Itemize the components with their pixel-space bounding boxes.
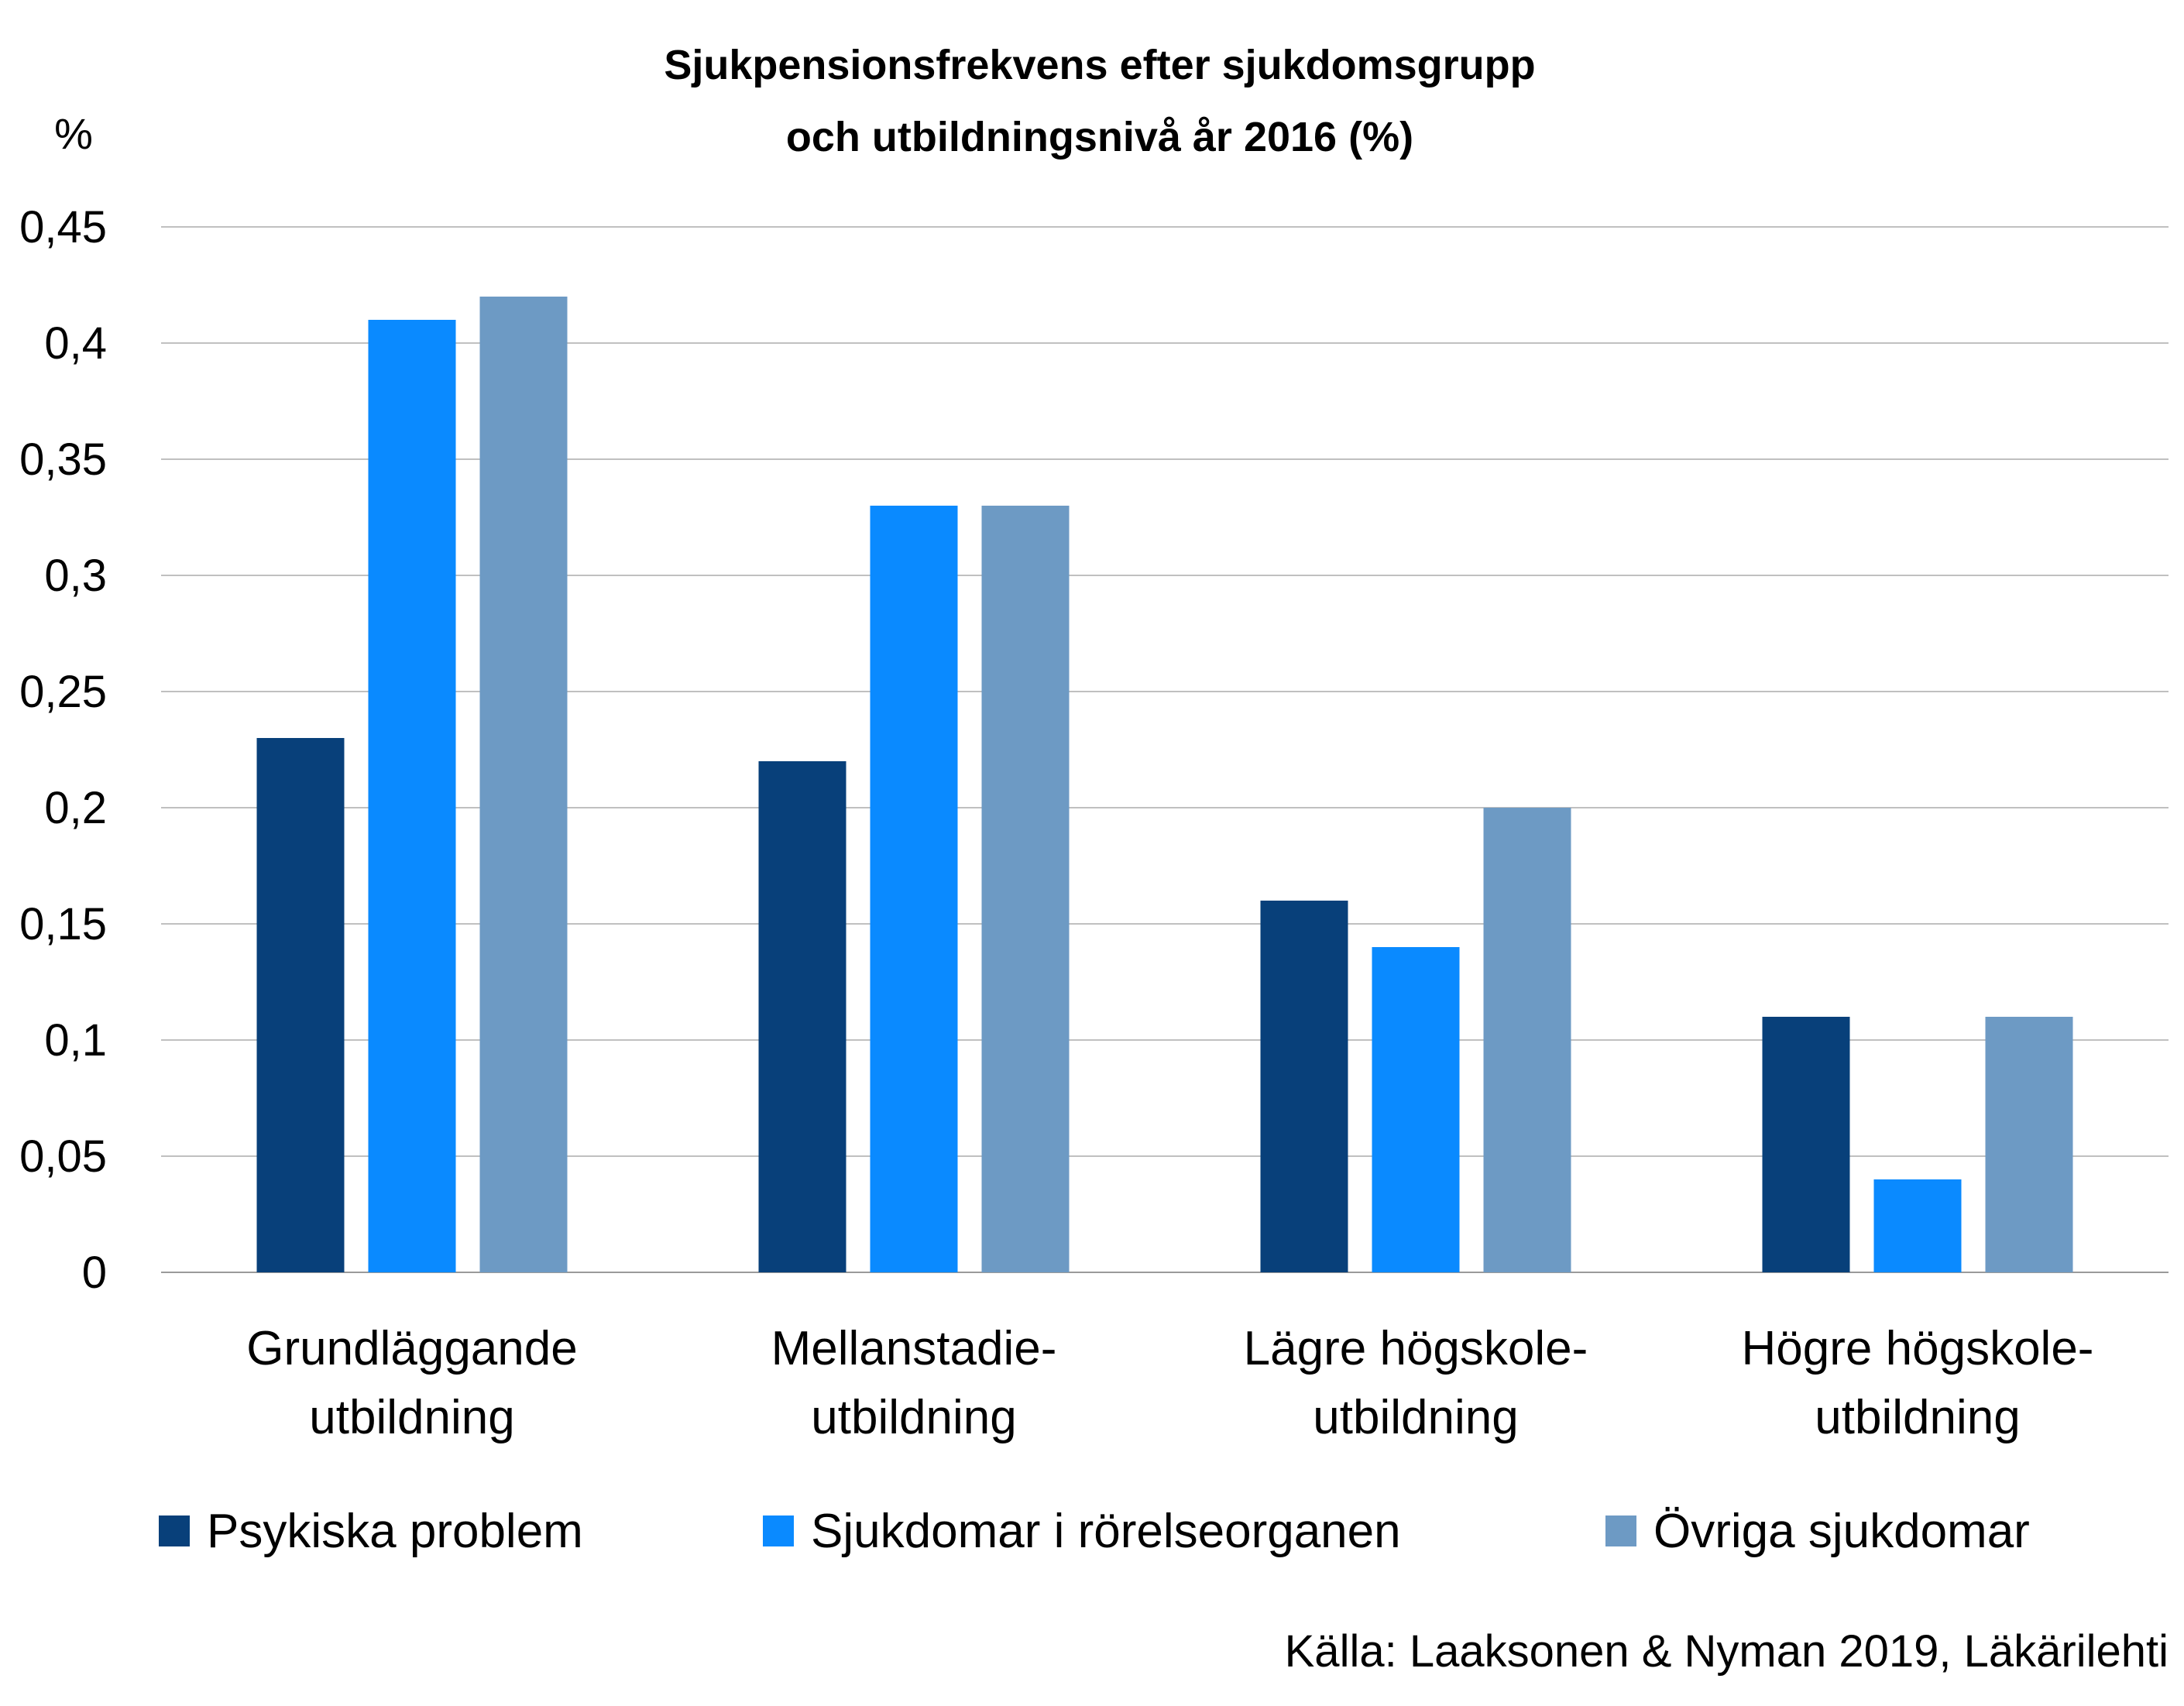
- y-axis-label: %: [54, 109, 93, 158]
- y-tick-label: 0,35: [19, 434, 107, 485]
- bar-sjukdomar-i-r-relseorganen-3: [1873, 1179, 1962, 1272]
- bar--vriga-sjukdomar-1: [981, 506, 1070, 1272]
- legend-swatch: [763, 1515, 794, 1546]
- y-tick-label: 0,15: [19, 899, 107, 949]
- category-label: utbildning: [1815, 1391, 2020, 1444]
- y-tick-label: 0,4: [44, 318, 107, 369]
- y-tick-labels: 0 0,05 0,1 0,15 0,2 0,25 0,3 0,35 0,4 0,45: [19, 202, 107, 1298]
- bar--vriga-sjukdomar-3: [1985, 1017, 2073, 1272]
- bar-sjukdomar-i-r-relseorganen-2: [1372, 947, 1460, 1272]
- chart-title-line-1: Sjukpensionsfrekvens efter sjukdomsgrupp: [664, 42, 1535, 88]
- legend-label: Psykiska problem: [207, 1505, 583, 1558]
- category-label: Lägre högskole-: [1244, 1322, 1588, 1375]
- bars: [256, 297, 2073, 1272]
- y-tick-label: 0,3: [44, 551, 107, 601]
- gridlines: [161, 226, 2169, 1273]
- y-tick-label: 0,25: [19, 667, 107, 717]
- category-label: utbildning: [1313, 1391, 1518, 1444]
- legend-swatch: [1605, 1515, 1636, 1546]
- legend-label: Övriga sjukdomar: [1653, 1505, 2030, 1558]
- bar--vriga-sjukdomar-0: [479, 297, 568, 1272]
- category-labels: Grundläggande utbildning Mellanstadie-utbi…: [246, 1322, 2093, 1444]
- y-tick-label: 0,1: [44, 1015, 107, 1066]
- y-tick-label: 0,2: [44, 783, 107, 833]
- y-tick-label: 0,45: [19, 202, 107, 252]
- bar-psykiska-problem-2: [1260, 901, 1348, 1272]
- bar--vriga-sjukdomar-2: [1483, 808, 1571, 1272]
- source-note: Källa: Laaksonen & Nyman 2019, Läkärileh…: [1285, 1626, 2169, 1677]
- legend: Psykiska problem Sjukdomar i rörelseorgan…: [159, 1505, 2030, 1558]
- y-tick-label: 0: [82, 1248, 107, 1298]
- category-label: Högre högskole-: [1742, 1322, 2094, 1375]
- category-label: utbildning: [309, 1391, 514, 1444]
- bar-psykiska-problem-3: [1762, 1017, 1850, 1272]
- bar-sjukdomar-i-r-relseorganen-0: [368, 320, 456, 1272]
- bar-sjukdomar-i-r-relseorganen-1: [870, 506, 958, 1272]
- chart-title-line-2: och utbildningsnivå år 2016 (%): [786, 114, 1413, 160]
- bar-psykiska-problem-0: [256, 738, 345, 1272]
- category-label: Grundläggande: [246, 1322, 577, 1375]
- category-label: Mellanstadie-: [771, 1322, 1057, 1375]
- legend-label: Sjukdomar i rörelseorganen: [811, 1505, 1401, 1558]
- category-label: utbildning: [811, 1391, 1016, 1444]
- legend-swatch: [159, 1515, 190, 1546]
- y-tick-label: 0,05: [19, 1131, 107, 1182]
- bar-psykiska-problem-1: [758, 761, 846, 1272]
